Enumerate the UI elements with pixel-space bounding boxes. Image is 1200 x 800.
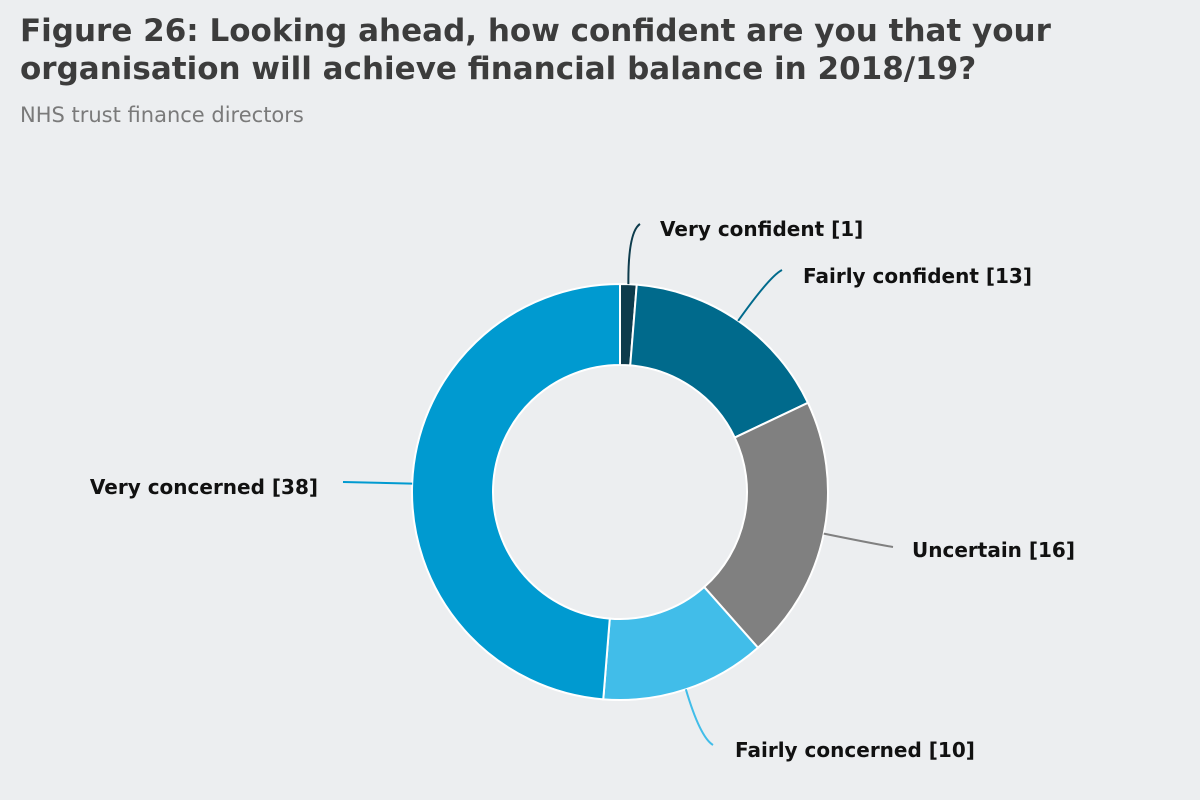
leader-line-uncertain [823,532,894,548]
slice-very-concerned [411,282,621,701]
slice-labels: Very confident [1] Fairly confident [13] U… [90,217,1075,762]
leader-line-fairly-concerned [684,689,714,746]
label-very-confident: Very confident [1] [660,217,863,241]
label-fairly-concerned: Fairly concerned [10] [735,738,975,762]
donut-slices [411,282,829,701]
label-very-concerned: Very concerned [38] [90,475,318,499]
leader-line-fairly-confident [737,269,783,322]
label-uncertain: Uncertain [16] [912,538,1075,562]
chart-subtitle: NHS trust finance directors [20,103,304,127]
chart-title: Figure 26: Looking ahead, how confident … [20,13,1051,87]
label-fairly-confident: Fairly confident [13] [803,264,1032,288]
leader-line-very-concerned [342,481,413,485]
leader-line-very-confident [627,223,641,285]
slice-uncertain [702,401,829,650]
label-leader-lines [342,223,894,746]
